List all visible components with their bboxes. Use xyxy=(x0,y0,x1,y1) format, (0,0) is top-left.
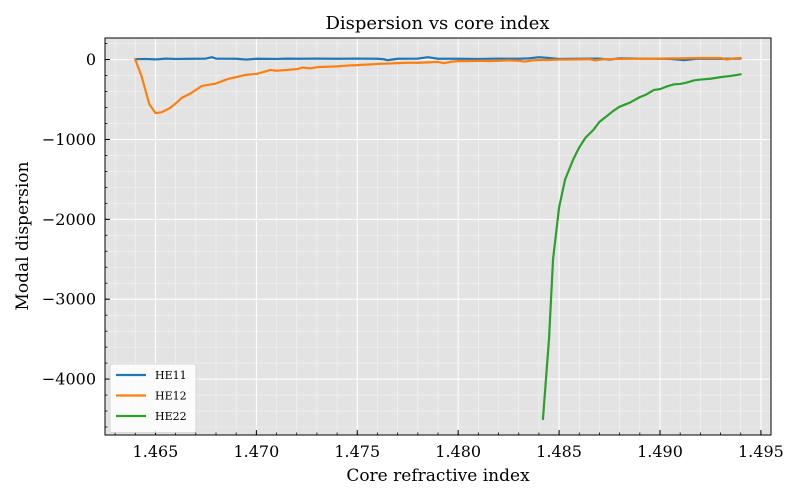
x-axis-label: Core refractive index xyxy=(346,466,530,486)
x-tick-label: 1.480 xyxy=(435,442,481,461)
y-tick-label: 0 xyxy=(86,50,96,69)
x-tick-label: 1.490 xyxy=(637,442,683,461)
y-tick-label: −4000 xyxy=(42,370,96,389)
x-tick-label: 1.470 xyxy=(233,442,279,461)
legend-label-he12: HE12 xyxy=(155,390,187,403)
legend-label-he11: HE11 xyxy=(155,369,187,382)
x-tick-label: 1.475 xyxy=(334,442,380,461)
series-layer xyxy=(134,56,742,421)
y-axis-label: Modal dispersion xyxy=(13,161,33,310)
x-tick-label: 1.495 xyxy=(738,442,784,461)
x-tick-label: 1.465 xyxy=(133,442,179,461)
chart-title: Dispersion vs core index xyxy=(325,13,549,34)
legend: HE11 HE12 HE22 xyxy=(109,363,197,433)
y-tick-label: −1000 xyxy=(42,130,96,149)
series-line-he12 xyxy=(134,56,742,115)
legend-label-he22: HE22 xyxy=(155,410,187,423)
grid xyxy=(105,38,771,435)
y-tick-label: −3000 xyxy=(42,290,96,309)
axis-ticks: 1.465 1.470 1.475 1.480 1.485 1.490 1.495 0 −100… xyxy=(42,43,784,461)
x-tick-label: 1.485 xyxy=(536,442,582,461)
y-tick-label: −2000 xyxy=(42,210,96,229)
series-line-he22 xyxy=(541,73,742,421)
